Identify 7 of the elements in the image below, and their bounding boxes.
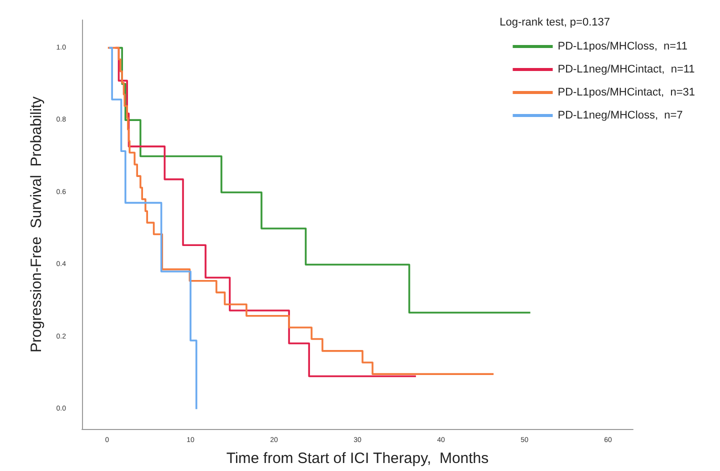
y-axis-title: Progression-Free Survival Probability bbox=[28, 96, 45, 352]
legend-label: PD-L1neg/MHCloss, n=7 bbox=[558, 110, 683, 122]
legend-label: PD-L1pos/MHCintact, n=31 bbox=[558, 86, 696, 98]
x-axis-title: Time from Start of ICI Therapy, Months bbox=[226, 450, 489, 467]
legend-label: PD-L1neg/MHCintact, n=11 bbox=[558, 64, 695, 76]
legend-title: Log-rank test, p=0.137 bbox=[500, 16, 610, 28]
legend-label: PD-L1pos/MHCloss, n=11 bbox=[558, 40, 688, 52]
